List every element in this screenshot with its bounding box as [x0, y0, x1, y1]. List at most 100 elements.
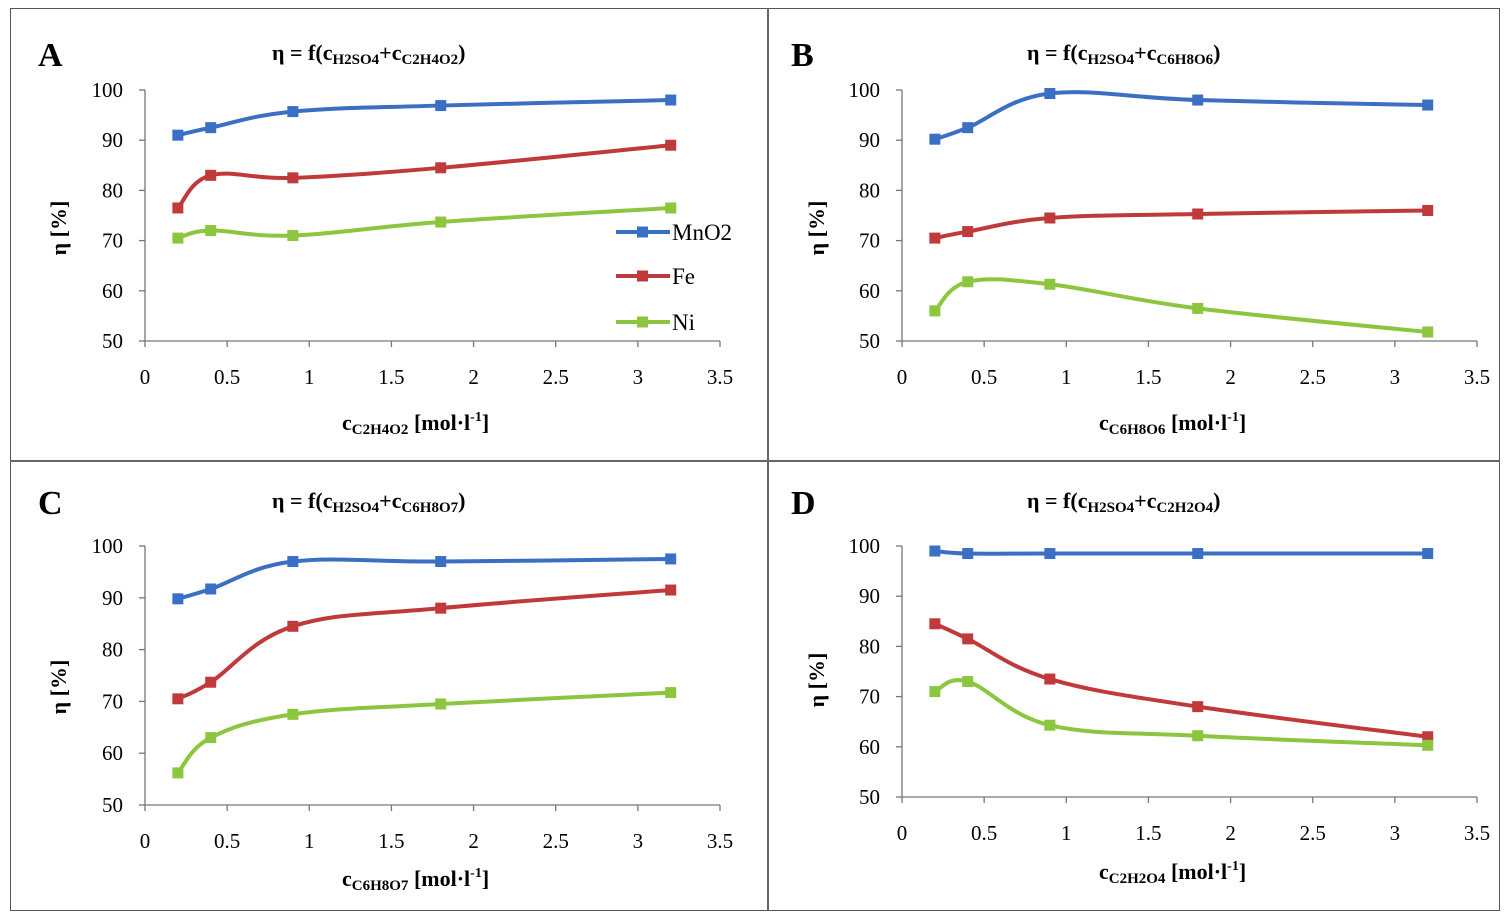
title-suffix: ): [458, 488, 465, 513]
x-label-subscript: C2H4O2: [352, 422, 409, 438]
y-tick-label: 80: [859, 178, 880, 202]
data-point-marker: [287, 230, 299, 242]
title-plus: +: [379, 488, 392, 513]
data-point-marker: [205, 225, 217, 237]
data-point-marker: [665, 584, 677, 596]
y-tick-label: 70: [859, 685, 880, 709]
x-tick-label: 0.5: [214, 829, 240, 853]
x-tick-label: 0: [140, 829, 151, 853]
y-tick-label: 50: [102, 329, 123, 353]
data-point-marker: [929, 686, 941, 698]
x-tick-label: 2.5: [1300, 365, 1326, 389]
data-point-marker: [1422, 731, 1434, 743]
x-axis-label: cC2H2O4 [mol·l-1]: [1099, 859, 1246, 887]
x-label-symbol: c: [342, 866, 352, 891]
x-label-exponent: -1: [1227, 410, 1239, 425]
data-point-marker: [287, 106, 299, 118]
y-tick-label: 50: [102, 793, 123, 817]
x-tick-label: 3: [633, 365, 644, 389]
series-line: [932, 621, 1430, 739]
x-label-unit: [mol·l: [1165, 410, 1227, 435]
title-term-1-subscript: H2SO4: [1087, 500, 1134, 516]
title-prefix: η = f(: [272, 488, 323, 513]
chart-title: η = f(cH2SO4+cC2H4O2): [272, 40, 465, 68]
data-point-marker: [929, 305, 941, 317]
x-label-exponent: -1: [470, 866, 482, 881]
x-label-unit: [mol·l: [1165, 859, 1227, 884]
data-point-marker: [962, 633, 974, 645]
panel-letter: A: [38, 37, 63, 74]
x-tick-label: 3.5: [707, 829, 733, 853]
x-label-symbol: c: [1099, 859, 1109, 884]
data-point-marker: [665, 139, 677, 151]
data-point-marker: [1192, 701, 1204, 713]
x-tick-label: 3: [633, 829, 644, 853]
series-line: [932, 90, 1430, 142]
x-label-exponent: -1: [1227, 859, 1239, 874]
title-term-2-subscript: C2H4O2: [401, 52, 458, 68]
x-label-close: ]: [482, 866, 489, 891]
data-point-marker: [205, 732, 217, 744]
x-tick-label: 2: [1225, 821, 1236, 845]
x-axis-label: cC6H8O7 [mol·l-1]: [342, 866, 489, 894]
x-tick-label: 1.5: [1135, 365, 1161, 389]
title-suffix: ): [458, 40, 465, 65]
data-point-marker: [1192, 548, 1204, 560]
series-line: [175, 588, 673, 701]
x-tick-label: 1.5: [378, 365, 404, 389]
data-point-marker: [287, 620, 299, 632]
x-tick-label: 2.5: [543, 829, 569, 853]
data-point-marker: [287, 708, 299, 720]
data-point-marker: [435, 216, 447, 228]
data-point-marker: [1422, 548, 1434, 560]
y-tick-label: 50: [859, 329, 880, 353]
vertical-divider: [767, 8, 769, 911]
x-tick-label: 0.5: [214, 365, 240, 389]
data-point-marker: [1422, 204, 1434, 216]
x-tick-label: 1: [1061, 821, 1072, 845]
data-point-marker: [172, 202, 184, 214]
x-label-close: ]: [1239, 859, 1246, 884]
data-point-marker: [1422, 739, 1434, 751]
title-term-2: c: [392, 488, 402, 513]
y-tick-label: 70: [859, 229, 880, 253]
title-suffix: ): [1213, 488, 1220, 513]
title-term-1: c: [1078, 40, 1088, 65]
x-label-close: ]: [482, 410, 489, 435]
legend-marker: [637, 226, 648, 238]
y-tick-label: 60: [859, 735, 880, 759]
title-term-2-subscript: C2H2O4: [1156, 500, 1213, 516]
x-tick-label: 2.5: [1300, 821, 1326, 845]
y-tick-label: 70: [102, 689, 123, 713]
data-point-marker: [1044, 719, 1056, 731]
x-tick-label: 0.5: [971, 365, 997, 389]
y-tick-label: 100: [92, 78, 124, 102]
data-point-marker: [287, 556, 299, 568]
data-point-marker: [1192, 94, 1204, 106]
data-point-marker: [1044, 88, 1056, 100]
x-label-symbol: c: [342, 410, 352, 435]
x-tick-label: 1: [1061, 365, 1072, 389]
title-term-1-subscript: H2SO4: [332, 500, 379, 516]
x-label-subscript: C6H8O6: [1109, 422, 1166, 438]
series-line: [175, 556, 673, 601]
data-point-marker: [1192, 208, 1204, 220]
title-term-1: c: [323, 488, 333, 513]
y-tick-label: 50: [859, 785, 880, 809]
series-line: [932, 277, 1430, 334]
y-tick-label: 80: [102, 638, 123, 662]
title-prefix: η = f(: [1027, 40, 1078, 65]
chart-title: η = f(cH2SO4+cC6H8O7): [272, 488, 465, 516]
data-point-marker: [435, 698, 447, 710]
title-prefix: η = f(: [1027, 488, 1078, 513]
y-tick-label: 70: [102, 229, 123, 253]
x-label-symbol: c: [1099, 410, 1109, 435]
series-line: [175, 143, 673, 210]
legend-marker: [637, 316, 648, 328]
title-term-1-subscript: H2SO4: [332, 52, 379, 68]
data-point-marker: [435, 556, 447, 568]
y-tick-label: 60: [102, 279, 123, 303]
